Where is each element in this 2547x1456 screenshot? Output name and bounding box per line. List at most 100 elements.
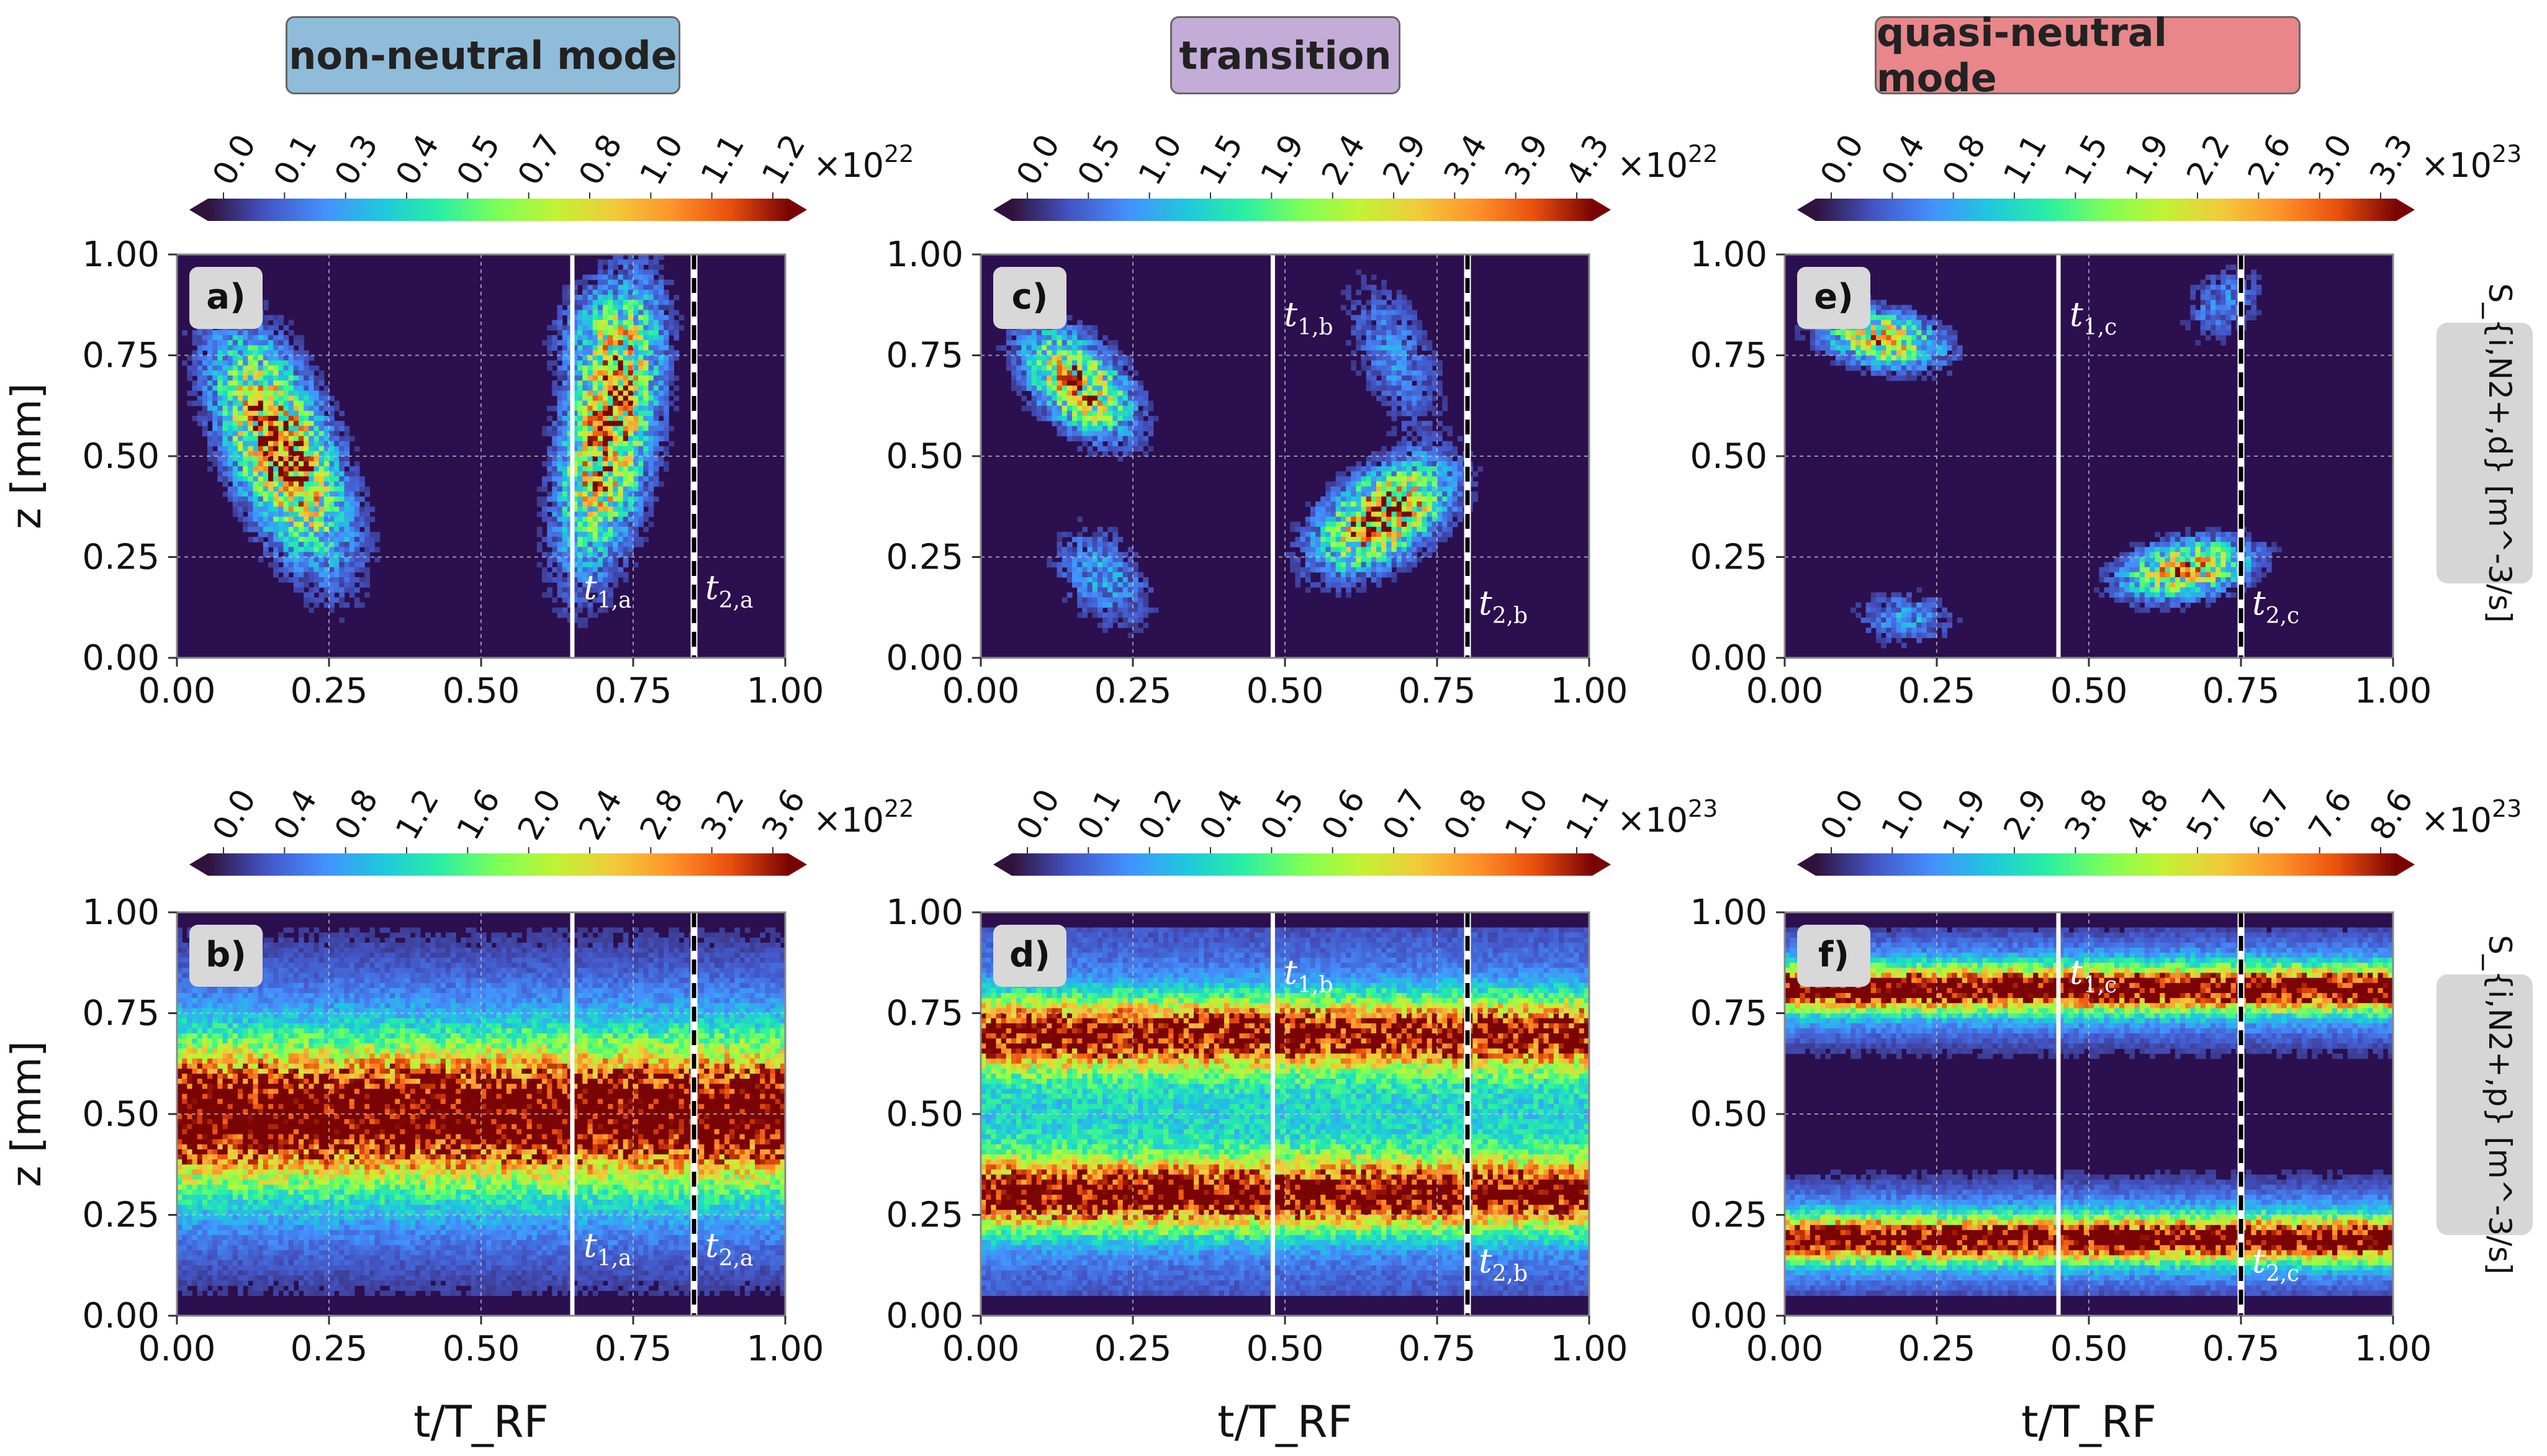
colorbar-extend-max	[2396, 853, 2415, 876]
colorbar	[1816, 199, 2396, 221]
colorbar-tick-label: 1.2	[755, 128, 813, 192]
colorbar-tick-label: 0.7	[511, 128, 569, 192]
colorbar-tick-label: 1.0	[1875, 783, 1932, 847]
colorbar-tick-label: 1.9	[1254, 128, 1312, 192]
panel-b: t1,a t2,ab)0.00 0.25 0.50 0.75 1.000.000.250.…	[2, 783, 914, 1447]
y-tick-label: 0.50	[82, 1094, 160, 1135]
colorbar-tick-label: 1.1	[1559, 783, 1616, 847]
colorbar-extend-max	[2396, 199, 2415, 221]
colorbar-extend-min	[189, 199, 208, 221]
y-tick-label: 0.75	[82, 994, 160, 1034]
colorbar-exponent: 23	[2492, 795, 2522, 822]
colorbar-tick-label: 0.0	[205, 783, 263, 847]
y-tick-label: 0.75	[1690, 994, 1767, 1034]
colorbar-tick-label: 0.0	[205, 128, 263, 192]
colorbar	[1816, 853, 2396, 876]
x-tick-label: 0.50	[1246, 671, 1324, 711]
colorbar-extend-max	[788, 853, 807, 876]
y-tick-label: 0.50	[886, 436, 963, 477]
y-tick-label: 0.00	[82, 638, 160, 678]
colorbar-tick-label: 2.0	[511, 783, 569, 847]
colorbar-tick-label: 1.6	[450, 783, 508, 847]
colorbar-tick-label: 4.3	[1559, 128, 1616, 192]
colorbar-tick-label: 0.1	[1071, 783, 1129, 847]
y-axis-label: z [mm]	[2, 1041, 50, 1187]
colorbar-tick-label: 0.2	[1132, 783, 1189, 847]
colorbar-extend-max	[1592, 853, 1611, 876]
colorbar-tick-label: 0.0	[1009, 128, 1067, 192]
colorbar-tick-label: 1.9	[2119, 128, 2176, 192]
panel-e: t1,ct2,ce)0.00 0.25 0.50 0.75 1.000.000.250.…	[1690, 128, 2522, 711]
y-tick-label: 0.25	[1690, 1195, 1767, 1236]
x-tick-label: 1.00	[747, 1329, 824, 1369]
colorbar-exponent: 23	[2492, 140, 2522, 168]
y-tick-label: 1.00	[1690, 892, 1767, 933]
y-tick-label: 0.00	[886, 638, 963, 678]
colorbar	[1012, 199, 1592, 221]
colorbar-tick-label: 2.6	[2241, 128, 2299, 192]
colorbar-tick-label: 1.1	[1996, 128, 2054, 192]
panel-label: a)	[206, 277, 245, 317]
colorbar-extend-min	[1797, 853, 1816, 876]
x-axis-label: t/T_RF	[413, 1396, 549, 1447]
figure: t1,a t2,aa)0.00 0.25 0.50 0.75 1.000.000.250.…	[0, 0, 2547, 1456]
y-tick-label: 0.50	[1690, 1094, 1767, 1135]
x-tick-label: 1.00	[1551, 1329, 1628, 1369]
x-tick-label: 0.75	[1399, 671, 1476, 711]
panel-label: e)	[1814, 277, 1854, 317]
colorbar-tick-label: 0.8	[328, 783, 385, 847]
colorbar-tick-label: 2.9	[1996, 783, 2054, 847]
colorbar-tick-label: 6.7	[2241, 783, 2299, 847]
x-tick-label: 0.75	[595, 671, 672, 711]
colorbar-tick-label: 4.8	[2119, 783, 2176, 847]
colorbar-tick-label: 1.9	[1936, 783, 1993, 847]
colorbar-tick-label: 0.4	[267, 783, 325, 847]
colorbar-tick-label: 0.8	[1936, 128, 1993, 192]
x-tick-label: 1.00	[2355, 1329, 2432, 1369]
colorbar-tick-label: 2.9	[1376, 128, 1433, 192]
colorbar-tick-label: 0.4	[389, 128, 446, 192]
colorbar-multiplier: ×1022	[813, 795, 914, 840]
colorbar-multiplier: ×1023	[2421, 140, 2522, 185]
x-tick-label: 0.25	[1094, 1329, 1172, 1369]
colorbar-tick-label: 0.6	[1315, 783, 1373, 847]
colorbar-tick-label: 1.0	[1498, 783, 1556, 847]
y-axis-label: z [mm]	[2, 383, 50, 529]
y-tick-label: 0.50	[82, 436, 160, 477]
colorbar-tick-label: 3.3	[2363, 128, 2420, 192]
colorbar-extend-min	[993, 853, 1012, 876]
x-tick-label: 0.25	[291, 671, 368, 711]
colorbar-exponent: 22	[884, 140, 914, 168]
colorbar-tick-label: 1.5	[2058, 128, 2116, 192]
x-tick-label: 0.50	[443, 671, 520, 711]
y-tick-label: 0.00	[1690, 638, 1767, 678]
panel-label: f)	[1818, 935, 1849, 975]
y-tick-label: 0.25	[82, 1195, 160, 1236]
colorbar-tick-label: 0.3	[328, 128, 385, 192]
colorbar-extend-min	[1797, 199, 1816, 221]
colorbar-tick-label: 1.0	[633, 128, 691, 192]
colorbar-tick-label: 0.4	[1875, 128, 1932, 192]
x-tick-label: 0.50	[2050, 1329, 2128, 1369]
colorbar-extend-max	[1592, 199, 1611, 221]
colorbar-tick-label: 1.5	[1192, 128, 1250, 192]
colorbar-tick-label: 8.6	[2363, 783, 2420, 847]
colorbar-tick-label: 0.4	[1192, 783, 1250, 847]
panel-a: t1,a t2,aa)0.00 0.25 0.50 0.75 1.000.000.250.…	[2, 128, 914, 711]
x-tick-label: 0.25	[1094, 671, 1172, 711]
y-tick-label: 0.50	[886, 1094, 963, 1135]
colorbar-extend-min	[189, 853, 208, 876]
colorbar-tick-label: 2.2	[2180, 128, 2237, 192]
x-axis-label: t/T_RF	[2021, 1396, 2157, 1447]
y-tick-label: 0.75	[1690, 336, 1767, 376]
y-tick-label: 1.00	[886, 892, 963, 933]
y-tick-label: 0.25	[886, 1195, 963, 1236]
colorbar	[208, 199, 788, 221]
y-tick-label: 0.75	[886, 336, 963, 376]
y-tick-label: 0.75	[82, 336, 160, 376]
colorbar-exponent: 22	[884, 795, 914, 822]
colorbar-tick-label: 3.8	[2058, 783, 2116, 847]
x-tick-label: 0.25	[1898, 671, 1976, 711]
y-tick-label: 0.00	[1690, 1296, 1767, 1336]
y-tick-label: 0.25	[82, 537, 160, 578]
